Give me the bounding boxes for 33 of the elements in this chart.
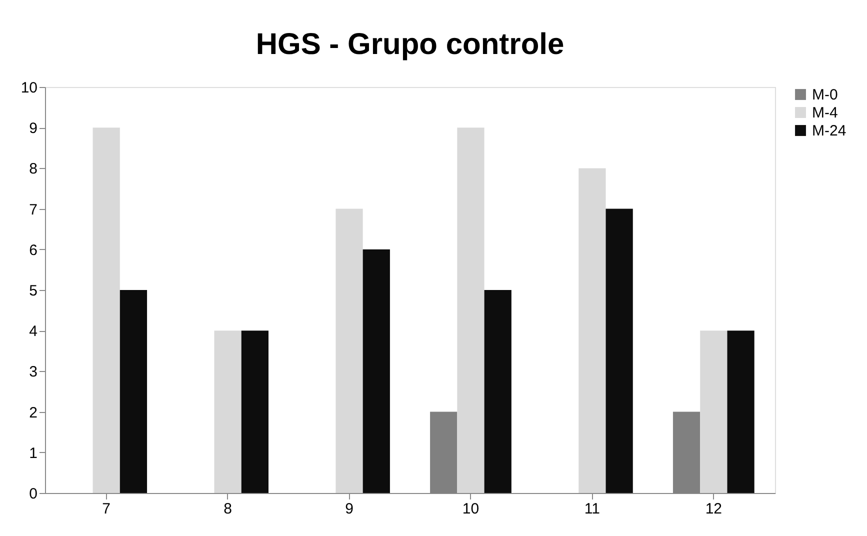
bar: [484, 290, 512, 493]
y-tick-label: 6: [29, 242, 38, 259]
chart-title: HGS - Grupo controle: [256, 28, 564, 61]
y-tick-label: 3: [29, 364, 38, 381]
legend-label: M-24: [812, 122, 846, 140]
y-tick-label: 10: [20, 80, 38, 96]
x-tick-label: 12: [705, 500, 722, 518]
x-tick-label: 7: [102, 500, 111, 518]
y-tick-label: 2: [29, 404, 38, 422]
bar: [92, 128, 120, 493]
y-tick-label: 0: [29, 486, 38, 502]
y-tick-label: 1: [29, 444, 38, 462]
legend-label: M-0: [812, 86, 838, 104]
bar: [336, 208, 363, 493]
y-tick-label: 9: [29, 120, 38, 138]
x-tick-label: 8: [224, 500, 232, 518]
y-tick-label: 4: [29, 323, 38, 340]
y-tick-label: 7: [29, 201, 38, 218]
bar: [214, 330, 242, 493]
y-tick-label: 8: [29, 160, 38, 178]
x-tick-label: 10: [462, 500, 480, 518]
x-tick-label: 11: [584, 500, 600, 518]
bar: [578, 168, 606, 493]
bar: [241, 330, 268, 493]
bar: [700, 330, 728, 493]
x-tick-label: 9: [345, 500, 354, 518]
bar: [457, 128, 484, 493]
y-tick-label: 5: [29, 282, 38, 300]
legend-label: M-4: [812, 104, 838, 122]
bar: [120, 290, 148, 493]
bar: [606, 208, 633, 493]
bar: [362, 249, 390, 493]
bar: [727, 330, 754, 493]
